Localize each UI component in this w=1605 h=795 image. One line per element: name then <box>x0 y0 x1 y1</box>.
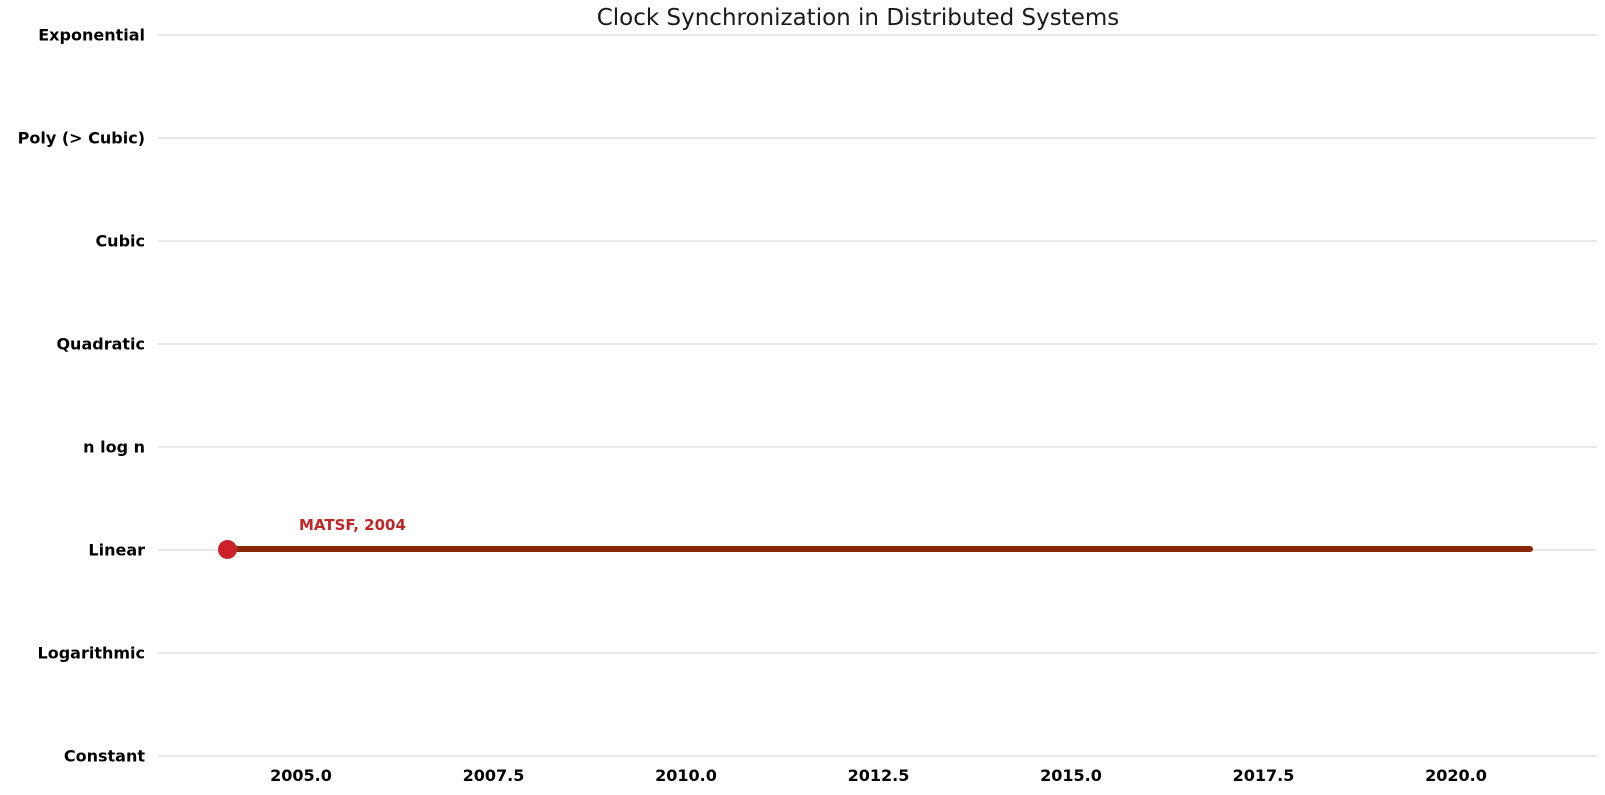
event-label-matsf: MATSF, 2004 <box>299 516 406 534</box>
x-axis-tick-2007-5: 2007.5 <box>462 766 525 785</box>
x-axis-tick-2010-0: 2010.0 <box>655 766 717 785</box>
x-axis-tick-2017-5: 2017.5 <box>1232 766 1295 785</box>
y-axis-label-constant: Constant <box>63 746 145 766</box>
y-axis-label-quadratic: Quadratic <box>56 334 145 354</box>
x-axis-tick-2012-5: 2012.5 <box>847 766 910 785</box>
y-axis-label-logarithmic: Logarithmic <box>37 643 146 663</box>
x-axis-tick-2005-0: 2005.0 <box>270 766 332 785</box>
gridline-quadratic <box>158 343 1597 345</box>
y-axis-label-cubic: Cubic <box>95 231 145 251</box>
event-line-matsf <box>227 546 1533 552</box>
event-marker-matsf <box>218 540 237 559</box>
gridline-poly-gt-cubic <box>158 137 1597 139</box>
y-axis-label-linear: Linear <box>88 540 145 560</box>
gridline-constant <box>158 755 1597 757</box>
y-axis-label-n-log-n: n log n <box>83 437 145 457</box>
gridline-cubic <box>158 240 1597 242</box>
gridline-exponential <box>158 34 1597 36</box>
y-axis-label-exponential: Exponential <box>38 25 145 45</box>
x-axis-tick-2020-0: 2020.0 <box>1425 766 1487 785</box>
gridline-n-log-n <box>158 446 1597 448</box>
chart-title: Clock Synchronization in Distributed Sys… <box>596 5 1120 31</box>
gridline-logarithmic <box>158 652 1597 654</box>
x-axis-tick-2015-0: 2015.0 <box>1040 766 1102 785</box>
y-axis-label-poly-gt-cubic: Poly (> Cubic) <box>17 128 145 148</box>
